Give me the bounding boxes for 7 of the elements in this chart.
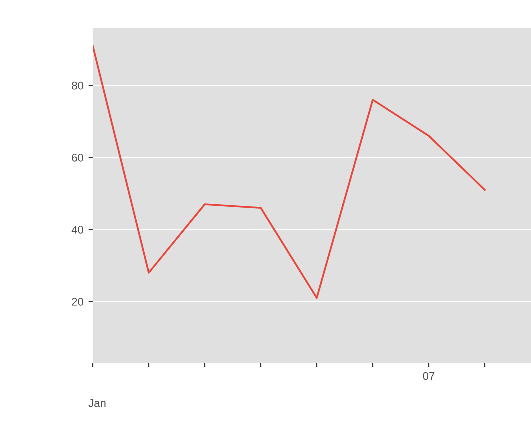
x-axis-title: Jan [88, 399, 106, 408]
line-series [93, 45, 486, 300]
y-tick-label: 60 [72, 154, 84, 162]
y-tick-label: 40 [72, 226, 84, 234]
x-tick-label: 07 [423, 372, 435, 380]
y-tick-label: 80 [72, 82, 84, 90]
y-tick-label: 20 [72, 298, 84, 306]
